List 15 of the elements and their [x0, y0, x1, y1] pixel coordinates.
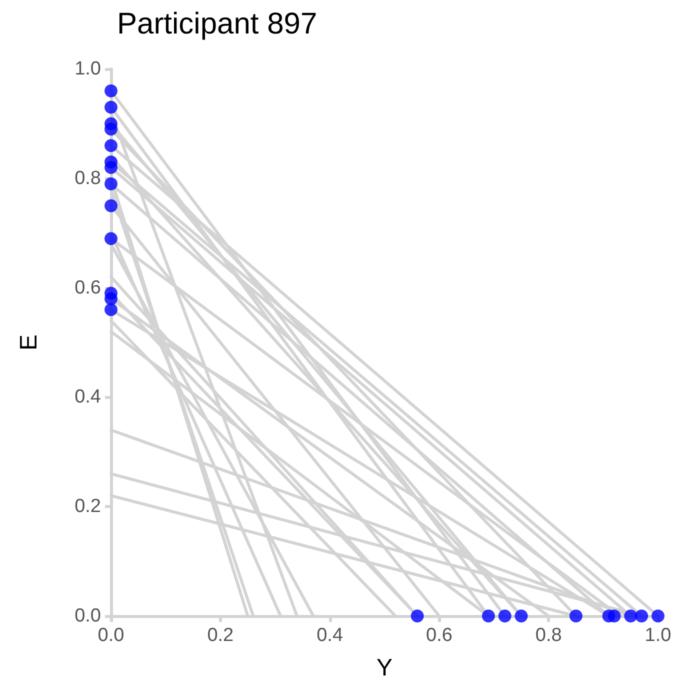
y-tick-label: 0.0	[74, 606, 101, 626]
y-tick-label: 0.6	[74, 277, 101, 298]
x-axis-title: Y	[376, 654, 393, 682]
x-tick-label: 0.4	[316, 625, 344, 646]
chart-title: Participant 897	[117, 8, 318, 40]
x-tick-label: 0.0	[98, 625, 124, 646]
y-tick-label: 0.4	[74, 386, 102, 408]
x-tick-label: 0.6	[426, 625, 452, 646]
y-tick-label: 0.2	[74, 496, 101, 518]
y-axis-title: E	[16, 334, 42, 351]
y-tick-label: 1.0	[74, 58, 101, 80]
x-tick-label: 0.8	[535, 625, 562, 646]
x-tick-label: 1.0	[644, 625, 672, 646]
x-tick-label: 0.2	[207, 625, 234, 646]
y-tick-label: 0.8	[74, 168, 101, 189]
